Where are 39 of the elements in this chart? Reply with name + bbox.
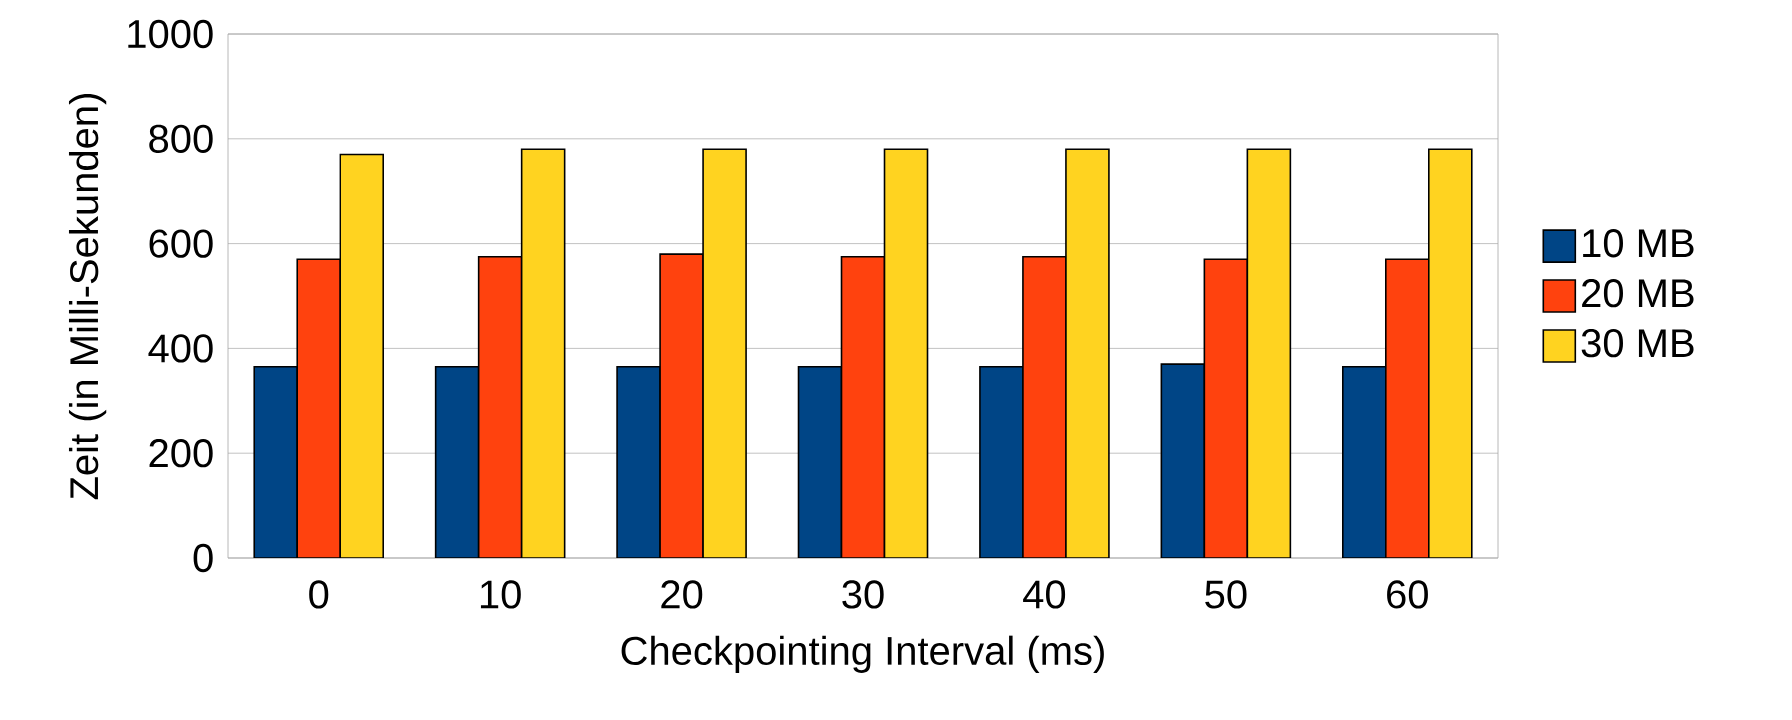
x-tick-label: 60	[1387, 580, 1428, 609]
y-axis-title: Zeit (in Milli-Sekunden)	[68, 94, 107, 500]
bar	[340, 154, 384, 558]
bar	[841, 256, 885, 558]
y-tick-label: 400	[148, 334, 213, 363]
bar	[521, 149, 565, 558]
bar	[979, 366, 1023, 558]
bar	[1384, 258, 1430, 558]
legend-label: 30 MB	[1581, 328, 1694, 358]
x-tick-label: 50	[1205, 580, 1247, 609]
bar	[660, 254, 704, 558]
x-axis-title: Checkpointing Interval (ms)	[621, 635, 1104, 673]
y-tick-label: 200	[149, 439, 213, 468]
bar	[703, 149, 747, 558]
x-tick-label: 10	[480, 580, 521, 609]
bar	[798, 366, 842, 558]
bar	[884, 149, 928, 558]
x-tick-label: 0	[309, 580, 329, 609]
bar	[297, 259, 341, 558]
bar	[478, 256, 522, 558]
x-tick-label: 30	[842, 580, 884, 609]
bar	[435, 366, 479, 558]
bar	[1341, 365, 1387, 558]
y-tick-label: 0	[193, 543, 213, 573]
x-tick-label: 40	[1023, 580, 1066, 609]
bar	[1427, 148, 1473, 558]
y-tick-label: 800	[149, 124, 213, 153]
x-tick-label: 20	[661, 580, 703, 609]
bar	[1161, 364, 1205, 558]
legend-label: 20 MB	[1582, 279, 1694, 308]
bar	[254, 366, 298, 558]
bar	[1065, 149, 1109, 558]
legend-label: 10 MB	[1583, 229, 1694, 258]
bar	[617, 366, 661, 558]
y-tick-label: 1000	[128, 19, 213, 49]
bar	[1022, 256, 1066, 558]
bar	[1247, 149, 1291, 558]
bar	[1204, 259, 1248, 558]
y-tick-label: 600	[149, 229, 213, 258]
